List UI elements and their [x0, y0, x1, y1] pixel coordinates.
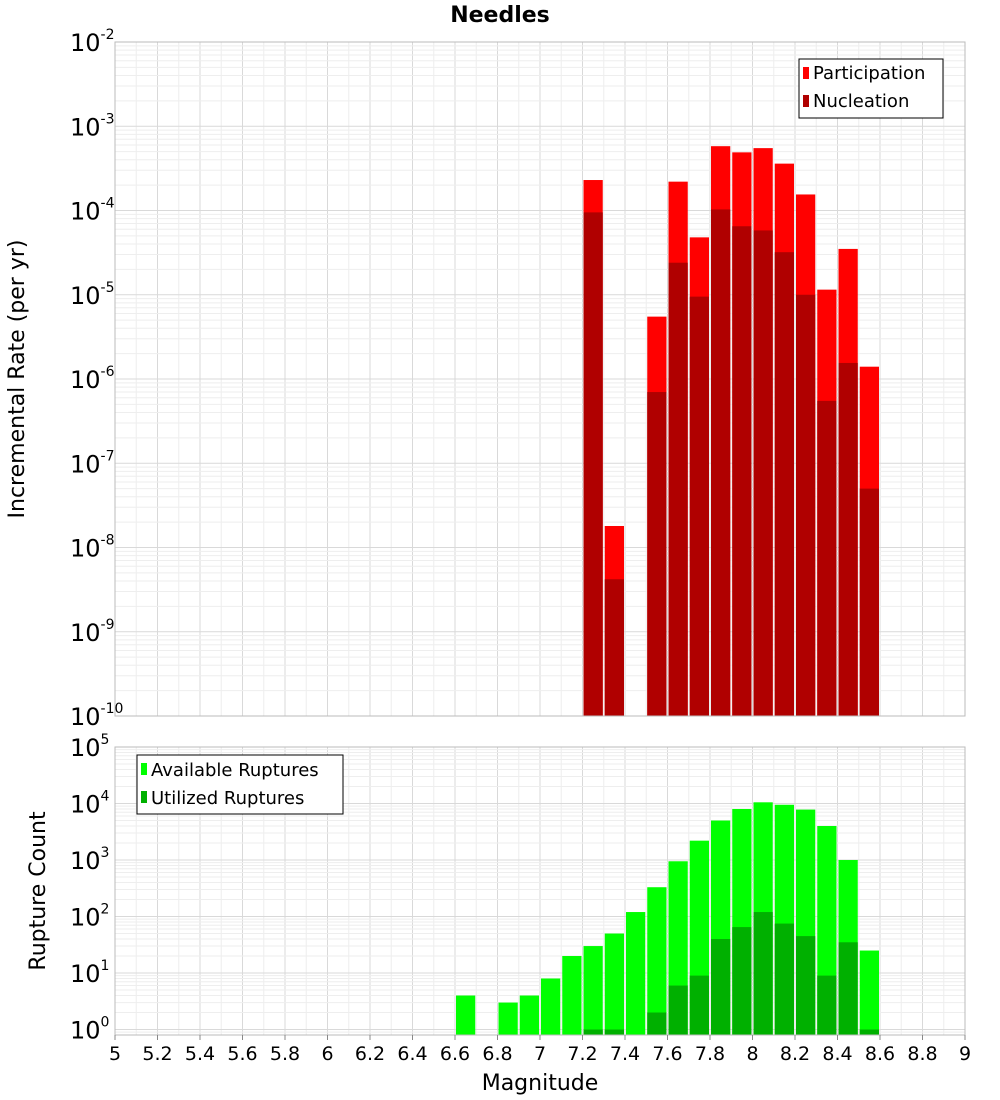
bottom-bar-available-ruptures — [541, 978, 561, 1035]
legend-label-utilized: Utilized Ruptures — [151, 788, 304, 809]
bottom-bar-utilized-ruptures — [583, 1029, 603, 1035]
top-y-tick-label: 10-5 — [70, 280, 115, 310]
top-bar-nucleation — [647, 392, 667, 716]
top-grid — [114, 41, 966, 717]
x-tick-label: 5.4 — [185, 1043, 215, 1065]
bottom-y-tick-label: 105 — [70, 732, 109, 762]
x-tick-label: 6.4 — [397, 1043, 427, 1065]
x-tick-label: 6.6 — [440, 1043, 470, 1065]
top-bars — [583, 146, 879, 717]
bottom-bar-available-ruptures — [604, 933, 624, 1035]
top-bar-nucleation — [732, 226, 752, 716]
top-bar-nucleation — [604, 579, 624, 716]
top-plot-frame — [114, 41, 966, 717]
top-y-tick-label: 10-2 — [70, 27, 115, 57]
bottom-bar-utilized-ruptures — [711, 939, 731, 1035]
bottom-bar-available-ruptures — [583, 946, 603, 1035]
top-y-tick-label: 10-10 — [70, 701, 123, 731]
top-legend-box — [798, 58, 944, 119]
x-tick-label: 7.6 — [652, 1043, 682, 1065]
top-y-tick-label: 10-6 — [70, 364, 115, 394]
legend-swatch-participation — [803, 67, 809, 79]
bottom-y-tick-label: 103 — [70, 845, 109, 875]
top-y-tick-label: 10-8 — [70, 533, 115, 563]
x-tick-label: 5 — [109, 1043, 121, 1065]
top-bar-nucleation — [583, 212, 603, 717]
x-tick-label: 8 — [746, 1043, 758, 1065]
top-bar-nucleation — [817, 400, 837, 716]
bottom-bar-utilized-ruptures — [838, 942, 858, 1035]
bottom-bar-available-ruptures — [456, 995, 476, 1035]
bottom-y-tick-label: 101 — [70, 958, 109, 988]
x-tick-label: 6 — [321, 1043, 333, 1065]
x-axis-label: Magnitude — [482, 1071, 599, 1096]
x-tick-label: 6.8 — [482, 1043, 512, 1065]
top-bar-nucleation — [668, 262, 688, 716]
bottom-bar-utilized-ruptures — [753, 912, 773, 1035]
bottom-bar-utilized-ruptures — [647, 1012, 667, 1035]
bottom-bar-available-ruptures — [519, 995, 539, 1035]
top-bar-nucleation — [796, 294, 816, 716]
top-bar-nucleation — [774, 252, 794, 717]
bottom-bar-utilized-ruptures — [604, 1029, 624, 1035]
bottom-bar-utilized-ruptures — [859, 1029, 879, 1035]
top-y-tick-label: 10-3 — [70, 111, 115, 141]
top-bar-nucleation — [711, 209, 731, 716]
legend-swatch-utilized — [141, 791, 147, 803]
bottom-bar-available-ruptures — [647, 887, 667, 1035]
bottom-y-ticks: 105 104 103 102 101 100 — [70, 732, 110, 1045]
top-y-tick-label: 10-4 — [70, 196, 115, 226]
top-y-axis-label: Incremental Rate (per yr) — [5, 240, 30, 519]
x-tick-label: 7.8 — [695, 1043, 725, 1065]
top-y-ticks: 10-2 10-3 10-4 10-5 10-6 10-7 10-8 10-9 10-10 — [70, 27, 123, 731]
top-y-tick-label: 10-9 — [70, 617, 115, 647]
bottom-bar-available-ruptures — [562, 956, 582, 1035]
legend-label-available: Available Ruptures — [151, 760, 319, 781]
bottom-bar-available-ruptures — [626, 912, 646, 1035]
bottom-y-tick-label: 100 — [70, 1015, 109, 1045]
top-bar-nucleation — [838, 362, 858, 716]
legend-swatch-available — [141, 763, 147, 775]
x-tick-label: 5.8 — [270, 1043, 300, 1065]
top-bar-nucleation — [689, 296, 709, 716]
x-tick-label: 6.2 — [355, 1043, 385, 1065]
bottom-bar-utilized-ruptures — [796, 936, 816, 1035]
top-legend: Participation Nucleation — [798, 58, 944, 119]
x-tick-label: 8.2 — [780, 1043, 810, 1065]
bottom-panel: 105 104 103 102 101 100 Rupture Count Availab… — [26, 732, 966, 1045]
bottom-bar-utilized-ruptures — [668, 985, 688, 1035]
chart-title: Needles — [450, 3, 550, 28]
top-panel: 10-2 10-3 10-4 10-5 10-6 10-7 10-8 10-9 10-10 In… — [5, 27, 966, 731]
top-bar-nucleation — [859, 488, 879, 716]
legend-swatch-nucleation — [803, 95, 809, 107]
x-tick-label: 7.2 — [567, 1043, 597, 1065]
bottom-bars — [456, 802, 879, 1035]
x-tick-label: 7.4 — [610, 1043, 640, 1065]
x-tick-label: 7 — [534, 1043, 546, 1065]
x-tick-label: 8.8 — [907, 1043, 937, 1065]
top-y-tick-label: 10-7 — [70, 448, 115, 478]
bottom-y-tick-label: 104 — [70, 789, 110, 819]
bottom-bar-utilized-ruptures — [817, 975, 837, 1035]
bottom-y-axis-label: Rupture Count — [26, 811, 51, 971]
x-tick-label: 8.4 — [822, 1043, 852, 1065]
bottom-legend: Available Ruptures Utilized Ruptures — [136, 754, 344, 815]
x-ticks: 5 5.2 5.4 5.6 5.8 6 6.2 6.4 6.6 6.8 7 7.2 7.4 7.6 7.8 8… — [109, 1035, 971, 1065]
bottom-bar-utilized-ruptures — [689, 975, 709, 1035]
legend-label-participation: Participation — [813, 63, 925, 84]
bottom-bar-utilized-ruptures — [732, 927, 752, 1035]
bottom-bar-utilized-ruptures — [774, 923, 794, 1035]
legend-label-nucleation: Nucleation — [813, 91, 909, 112]
x-tick-label: 5.2 — [142, 1043, 172, 1065]
x-tick-label: 9 — [959, 1043, 971, 1065]
top-bar-nucleation — [753, 230, 773, 716]
x-tick-label: 8.6 — [865, 1043, 895, 1065]
bottom-y-tick-label: 102 — [70, 902, 109, 932]
bottom-legend-box — [136, 754, 344, 815]
bottom-bar-available-ruptures — [498, 1002, 518, 1035]
x-tick-label: 5.6 — [227, 1043, 257, 1065]
bottom-bar-available-ruptures — [859, 950, 879, 1035]
